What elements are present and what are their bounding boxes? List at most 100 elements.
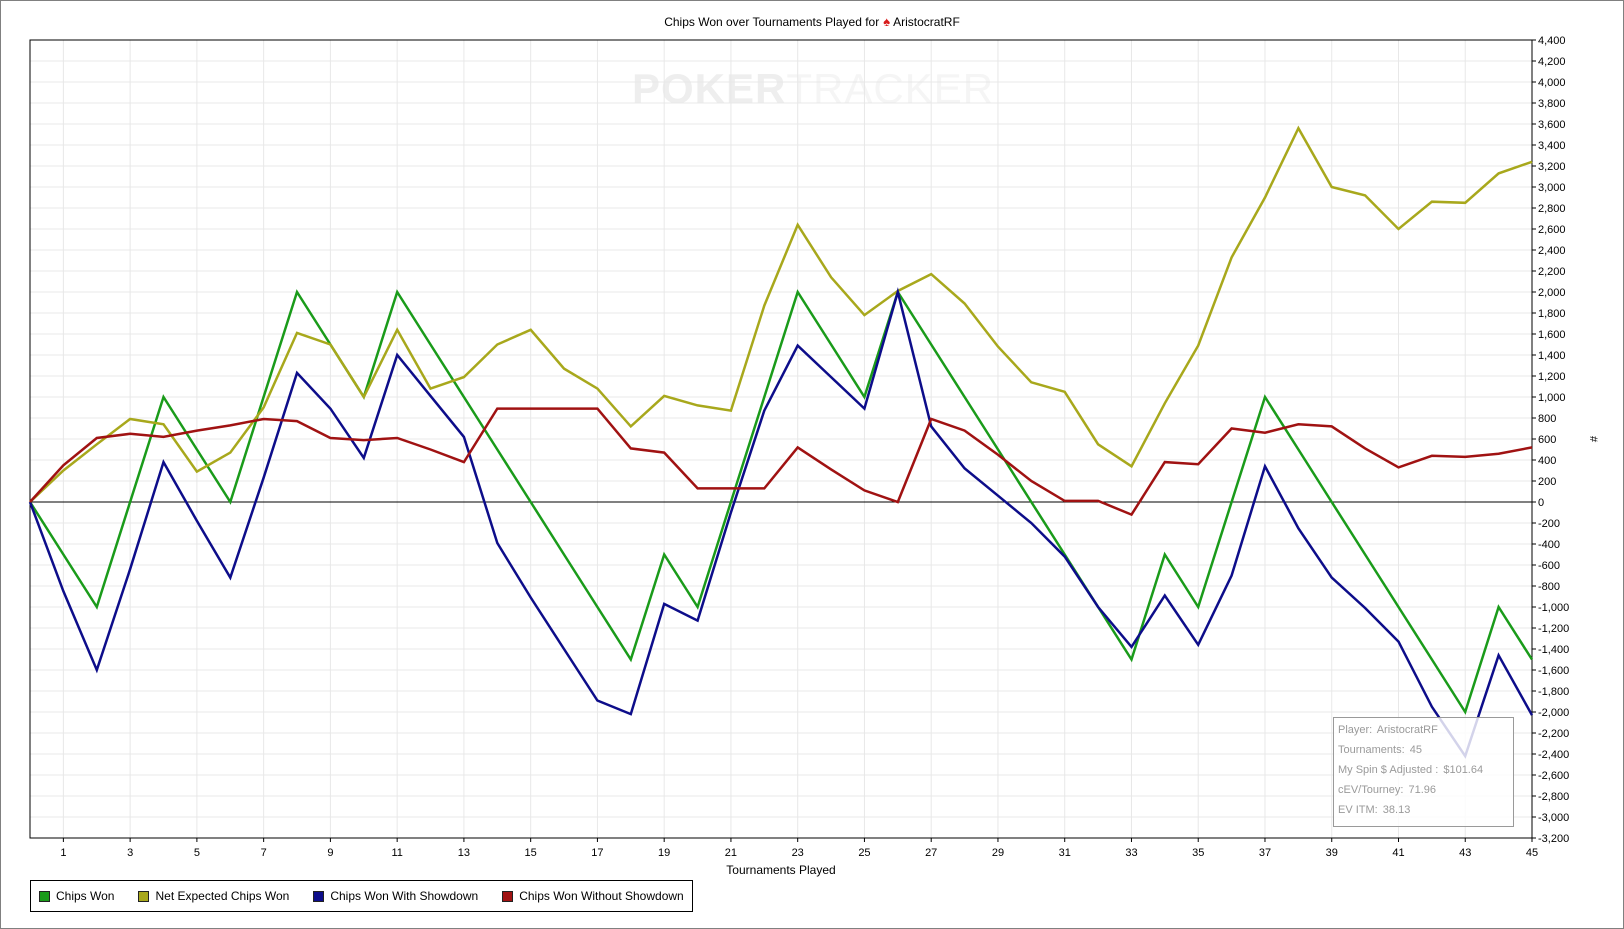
legend-label: Chips Won Without Showdown <box>519 889 684 903</box>
y-tick-label: -400 <box>1538 539 1560 551</box>
chart-title: Chips Won over Tournaments Played for ♠ Ar… <box>0 14 1624 29</box>
legend-item: Net Expected Chips Won <box>138 889 289 903</box>
x-tick-label: 15 <box>525 847 537 859</box>
x-tick-label: 11 <box>391 847 402 859</box>
info-value: 45 <box>1406 744 1422 756</box>
y-tick-label: -1,200 <box>1538 623 1569 635</box>
x-tick-label: 19 <box>658 847 670 859</box>
chart-title-player: AristocratRF <box>893 15 960 29</box>
info-key: Tournaments: <box>1338 744 1405 756</box>
y-axis: 4,400 4,200 4,000 3,800 3,600 3,400 3,200 3,000… <box>1532 35 1569 845</box>
y-tick-label: 2,000 <box>1538 287 1566 299</box>
y-tick-label: -3,200 <box>1538 833 1569 845</box>
x-tick-label: 23 <box>792 847 804 859</box>
x-tick-label: 27 <box>925 847 937 859</box>
svg-text:POKERTRACKER: POKERTRACKER <box>632 65 994 112</box>
x-tick-label: 13 <box>458 847 470 859</box>
legend-label: Net Expected Chips Won <box>155 889 290 903</box>
y-tick-label: 3,400 <box>1538 140 1566 152</box>
legend-swatch <box>39 890 50 902</box>
y-tick-label: -1,600 <box>1538 665 1569 677</box>
y-tick-label: 3,800 <box>1538 98 1566 110</box>
info-value: 38.13 <box>1379 804 1411 816</box>
x-tick-label: 1 <box>60 847 66 859</box>
x-tick-label: 39 <box>1326 847 1338 859</box>
y-tick-label: 1,400 <box>1538 350 1566 362</box>
series-line-chips-won <box>28 289 1534 715</box>
x-tick-label: 3 <box>127 847 133 859</box>
legend-label: Chips Won <box>56 889 115 903</box>
y-tick-label: 3,200 <box>1538 161 1566 173</box>
legend-swatch <box>138 890 150 902</box>
y-tick-label: -3,000 <box>1538 812 1569 824</box>
y-tick-label: -200 <box>1538 518 1560 530</box>
x-tick-label: 29 <box>992 847 1004 859</box>
spade-icon: ♠ <box>883 14 891 29</box>
series-line-net-expected-chips-won <box>29 125 1533 503</box>
y-tick-label: 1,800 <box>1538 308 1566 320</box>
y-tick-label: -1,800 <box>1538 686 1569 698</box>
info-value: $101.64 <box>1440 764 1484 776</box>
y-tick-label: 4,000 <box>1538 77 1566 89</box>
legend-swatch <box>313 890 325 902</box>
info-key: EV ITM: <box>1338 804 1378 816</box>
y-tick-label: -1,400 <box>1538 644 1569 656</box>
y-tick-label: -2,200 <box>1538 728 1569 740</box>
chart-title-prefix: Chips Won over Tournaments Played for <box>664 15 880 29</box>
x-tick-label: 41 <box>1392 847 1404 859</box>
y-tick-label: -600 <box>1538 560 1560 572</box>
x-tick-label: 9 <box>327 847 333 859</box>
info-value: 71.96 <box>1405 784 1437 796</box>
y-tick-label: 0 <box>1538 497 1544 509</box>
y-tick-label: -2,400 <box>1538 749 1569 761</box>
x-tick-label: 45 <box>1526 847 1538 859</box>
legend: Chips Won Net Expected Chips Won Chips Won… <box>30 880 693 912</box>
x-tick-label: 37 <box>1259 847 1271 859</box>
y-tick-label: 2,400 <box>1538 245 1566 257</box>
y-tick-label: 4,400 <box>1538 35 1566 47</box>
info-line: Tournaments: 45 <box>1338 743 1509 763</box>
x-tick-label: 17 <box>591 847 603 859</box>
watermark: POKERTRACKER <box>632 65 994 112</box>
watermark-text-dark: POKER <box>632 65 786 112</box>
series-lines <box>28 125 1534 759</box>
y-tick-label: 3,600 <box>1538 119 1566 131</box>
legend-swatch <box>502 890 514 902</box>
y-tick-label: 4,200 <box>1538 56 1566 68</box>
y-tick-label: -2,000 <box>1538 707 1569 719</box>
info-line: cEV/Tourney: 71.96 <box>1338 783 1509 803</box>
x-tick-label: 35 <box>1192 847 1204 859</box>
info-line: My Spin $ Adjusted : $101.64 <box>1338 763 1509 783</box>
info-line: Player: AristocratRF <box>1338 723 1509 743</box>
y-tick-label: 2,200 <box>1538 266 1566 278</box>
y-tick-label: -2,600 <box>1538 770 1569 782</box>
x-tick-label: 5 <box>194 847 200 859</box>
y-tick-label: 200 <box>1538 476 1556 488</box>
x-axis: 1 3 5 7 9 11 13 15 17 19 21 23 25 27 29 31 33 35 37 39 41 43 4… <box>60 838 1538 859</box>
x-tick-label: 7 <box>261 847 267 859</box>
y-tick-label: 2,600 <box>1538 224 1566 236</box>
info-key: cEV/Tourney: <box>1338 784 1404 796</box>
series-line-chips-won-without-showdown <box>29 407 1533 517</box>
legend-label: Chips Won With Showdown <box>330 889 479 903</box>
info-key: My Spin $ Adjusted : <box>1338 764 1439 776</box>
y-axis-label: # <box>1587 436 1599 443</box>
series-line-chips-won-with-showdown <box>28 287 1534 759</box>
x-tick-label: 33 <box>1125 847 1137 859</box>
x-tick-label: 43 <box>1459 847 1471 859</box>
legend-item: Chips Won With Showdown <box>313 889 478 903</box>
info-line: EV ITM: 38.13 <box>1338 803 1509 823</box>
y-tick-label: 400 <box>1538 455 1556 467</box>
legend-item: Chips Won Without Showdown <box>502 889 684 903</box>
y-tick-label: 3,000 <box>1538 182 1566 194</box>
info-key: Player: <box>1338 724 1373 736</box>
y-tick-label: 2,800 <box>1538 203 1566 215</box>
x-axis-label: Tournaments Played <box>726 863 835 877</box>
y-tick-label: 1,600 <box>1538 329 1566 341</box>
info-value: AristocratRF <box>1374 724 1438 736</box>
y-tick-label: 1,200 <box>1538 371 1566 383</box>
legend-item: Chips Won <box>39 889 114 903</box>
y-tick-label: -1,000 <box>1538 602 1569 614</box>
x-tick-label: 31 <box>1059 847 1071 859</box>
